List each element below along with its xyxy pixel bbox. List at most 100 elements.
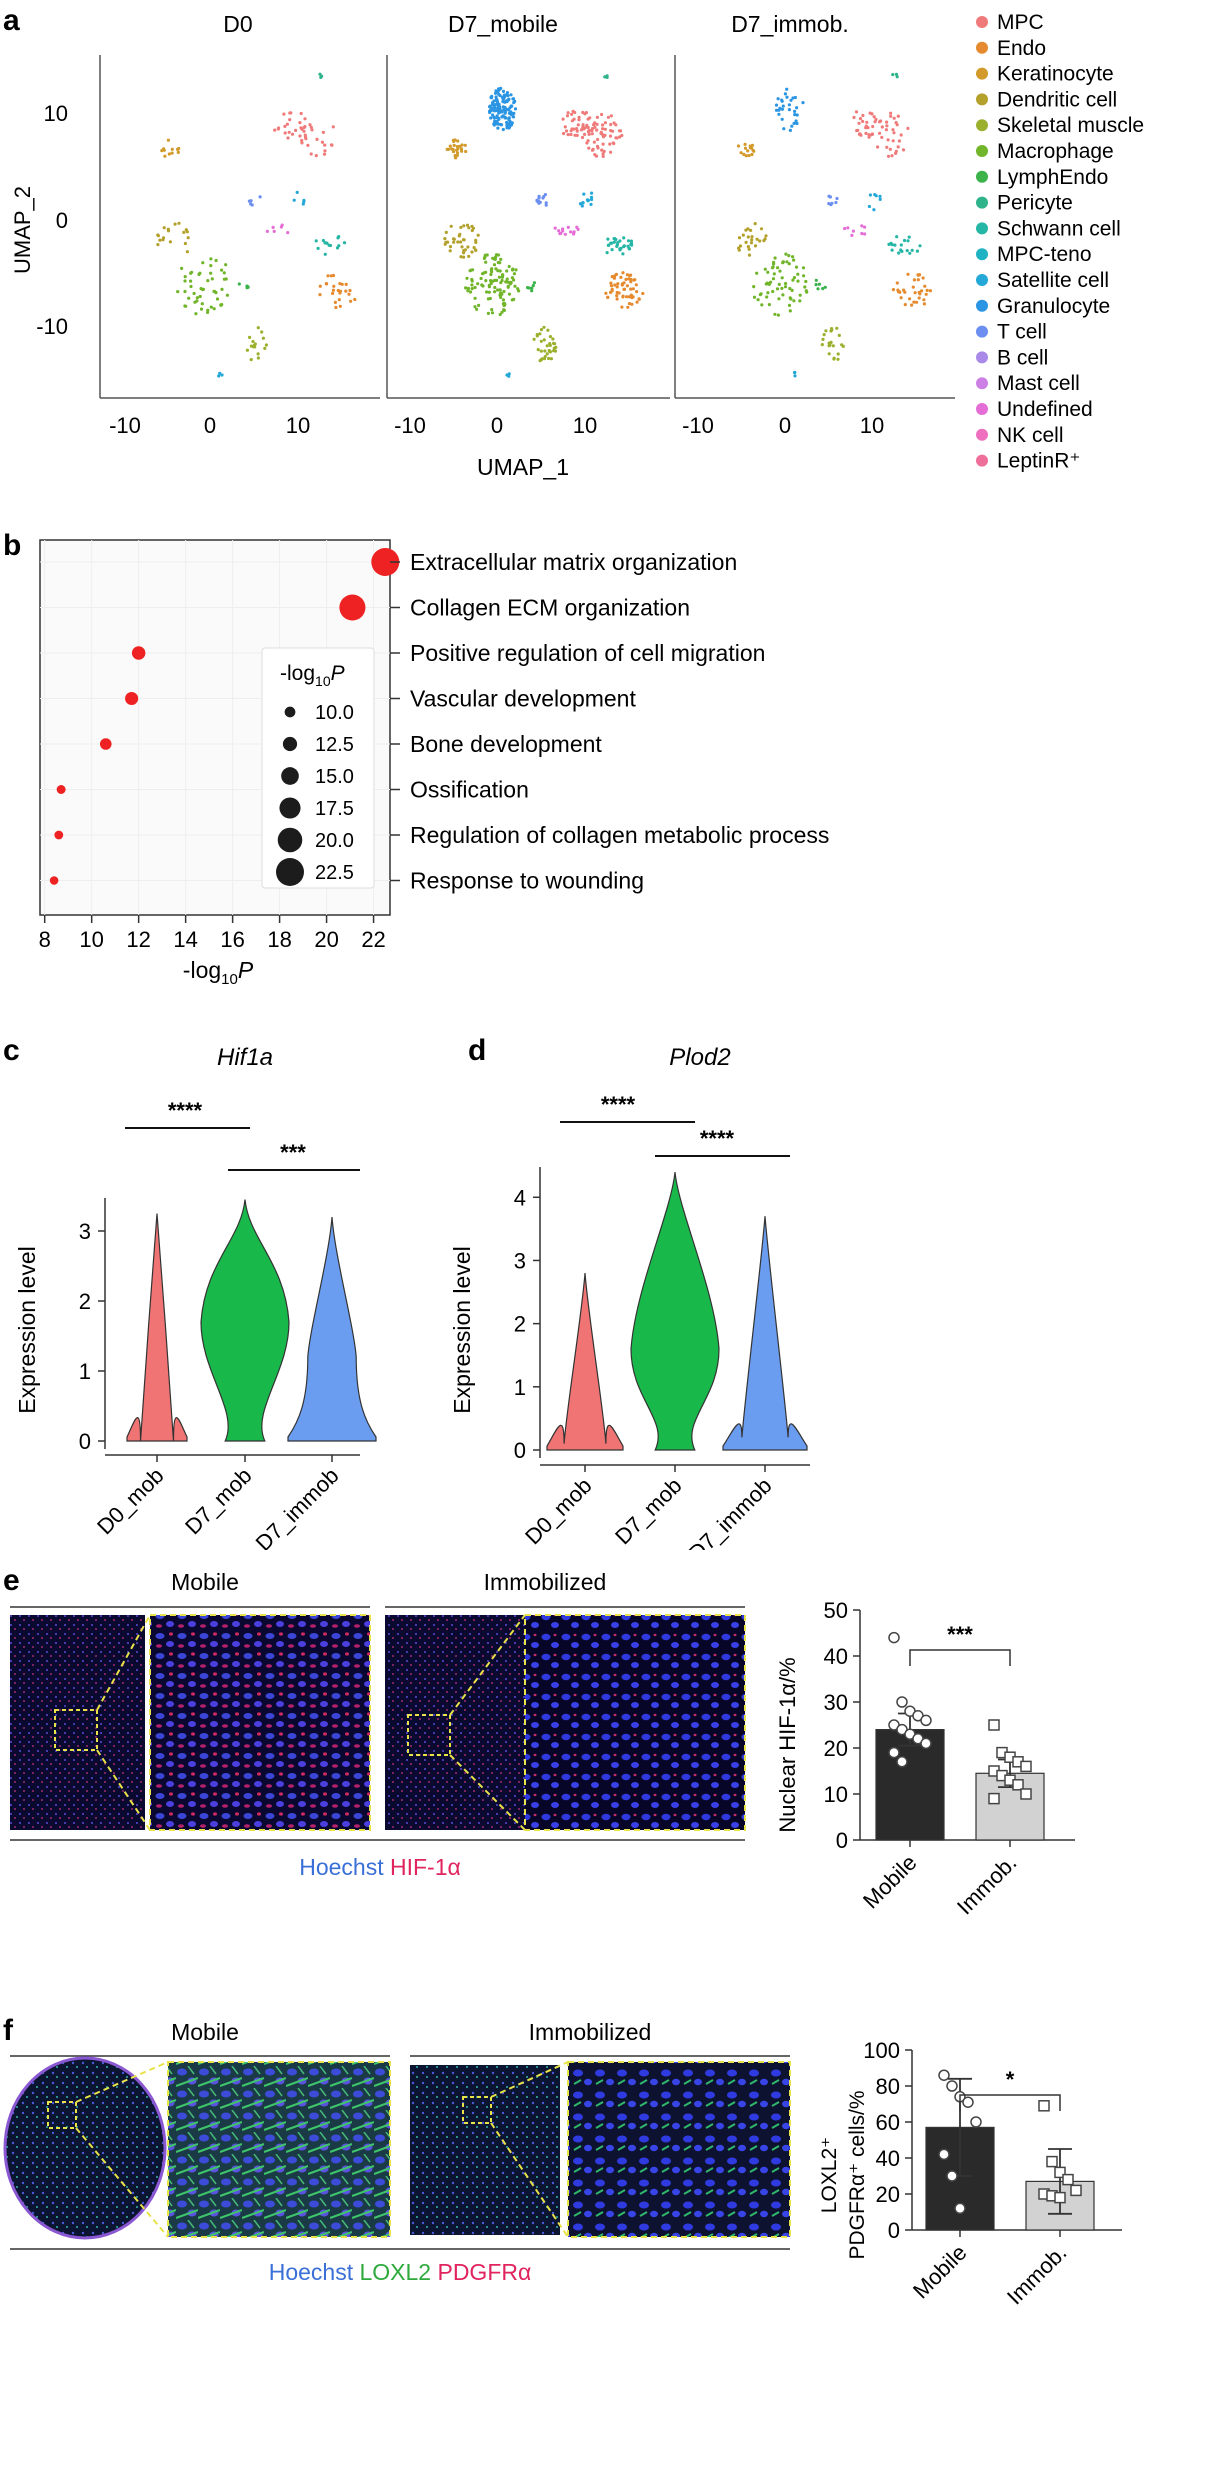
umap-cell-dot bbox=[163, 154, 167, 158]
umap-cell-dot bbox=[891, 139, 895, 143]
umap-cell-dot bbox=[499, 295, 503, 299]
umap-cell-dot bbox=[501, 273, 505, 277]
umap-cell-dot bbox=[641, 291, 645, 296]
dotplot-term-labels: Extracellular matrix organization Collage… bbox=[390, 549, 829, 894]
umap-cell-dot bbox=[880, 135, 884, 139]
umap-cell-dot bbox=[162, 226, 166, 230]
data-point bbox=[920, 1714, 932, 1727]
umap-cell-dot bbox=[530, 289, 534, 293]
umap-cell-dot bbox=[505, 120, 509, 125]
data-point bbox=[1038, 2100, 1050, 2112]
umap-cell-dot bbox=[473, 305, 477, 309]
umap-cell-dot bbox=[613, 283, 617, 287]
umap-cell-dot bbox=[210, 277, 214, 281]
bar-ytick-label: 50 bbox=[824, 1598, 848, 1623]
umap-cell-dot bbox=[886, 138, 890, 142]
umap-clusters bbox=[156, 72, 933, 378]
umap-legend-label: Mast cell bbox=[997, 372, 1080, 395]
umap-cell-dot bbox=[488, 296, 492, 301]
umap-cell-dot bbox=[298, 121, 302, 125]
umap-cell-dot bbox=[562, 131, 566, 136]
umap-cell-dot bbox=[501, 89, 506, 93]
data-point bbox=[970, 2116, 982, 2128]
umap-legend-swatch bbox=[976, 351, 988, 364]
micrograph-immobilized-zoom bbox=[567, 2061, 791, 2238]
umap-cell-dot bbox=[910, 303, 914, 307]
umap-cell-dot bbox=[475, 307, 479, 311]
umap-cell-dot bbox=[490, 308, 494, 312]
umap-cell-dot bbox=[212, 307, 216, 311]
umap-cell-dot bbox=[891, 73, 895, 77]
umap-legend-swatch bbox=[976, 248, 988, 261]
umap-cell-dot bbox=[601, 142, 605, 146]
bar-ytick-label: 20 bbox=[876, 2182, 900, 2207]
umap-cell-dot bbox=[209, 271, 213, 275]
umap-xtick: 10 bbox=[573, 413, 597, 438]
dotplot-legend-dot bbox=[282, 736, 298, 752]
umap-cell-dot bbox=[265, 229, 269, 233]
umap-cell-dot bbox=[772, 260, 776, 264]
data-point bbox=[896, 1756, 908, 1768]
umap-legend-swatch bbox=[976, 196, 988, 209]
umap-cell-dot bbox=[455, 148, 459, 152]
umap-cell-dot bbox=[626, 239, 631, 243]
umap-cell-dot bbox=[320, 140, 324, 144]
umap-cell-dot bbox=[619, 275, 623, 279]
umap-cell-dot bbox=[323, 252, 327, 256]
umap-legend-swatch bbox=[976, 145, 988, 157]
umap-xlabel: UMAP_1 bbox=[477, 454, 569, 480]
umap-xtick: 10 bbox=[860, 413, 884, 438]
violin-ytick-label: 3 bbox=[514, 1248, 526, 1273]
umap-cell-dot bbox=[792, 121, 796, 125]
umap-cell-dot bbox=[615, 136, 619, 140]
bar-ytick-label: 80 bbox=[876, 2074, 900, 2099]
umap-cell-dot bbox=[546, 328, 550, 332]
panel-a-label: a bbox=[3, 4, 20, 37]
umap-cell-dot bbox=[737, 236, 742, 240]
umap-cell-dot bbox=[185, 250, 189, 254]
umap-cell-dot bbox=[554, 345, 558, 349]
zoom-line bbox=[490, 2122, 569, 2238]
panel-b: b Extracellular matrix organization Colla… bbox=[0, 520, 1209, 1010]
umap-cell-dot bbox=[630, 302, 634, 306]
umap-cell-dot bbox=[781, 104, 785, 108]
umap-legend-label: LymphEndo bbox=[997, 166, 1108, 189]
umap-cell-dot bbox=[622, 244, 627, 248]
umap-cell-dot bbox=[545, 352, 549, 356]
umap-cell-dot bbox=[899, 296, 903, 300]
significance-label: *** bbox=[947, 1622, 973, 1647]
umap-cell-dot bbox=[452, 240, 456, 244]
umap-cell-dot bbox=[922, 302, 927, 306]
dotplot-legend-dot bbox=[279, 797, 301, 819]
violin-c-sig-2: *** bbox=[280, 1140, 306, 1165]
bar-ytick-label: 100 bbox=[863, 2038, 900, 2063]
umap-cell-dot bbox=[771, 289, 775, 294]
bar-ytick-label: 0 bbox=[836, 1828, 848, 1853]
umap-axes bbox=[99, 55, 955, 399]
umap-cell-dot bbox=[887, 242, 891, 246]
umap-cell-dot bbox=[866, 126, 870, 130]
umap-cell-dot bbox=[183, 279, 187, 283]
umap-cell-dot bbox=[777, 297, 781, 301]
umap-legend-label: Dendritic cell bbox=[997, 88, 1117, 111]
umap-ylabel: UMAP_2 bbox=[10, 186, 35, 274]
umap-cell-dot bbox=[796, 279, 800, 283]
umap-cell-dot bbox=[249, 202, 253, 206]
umap-cell-dot bbox=[448, 249, 452, 253]
umap-cell-dot bbox=[777, 282, 781, 286]
umap-cell-dot bbox=[283, 124, 287, 128]
umap-cell-dot bbox=[782, 127, 786, 131]
umap-cell-dot bbox=[496, 288, 500, 292]
umap-cell-dot bbox=[743, 146, 748, 150]
umap-cell-dot bbox=[302, 129, 306, 133]
umap-cell-dot bbox=[582, 127, 586, 131]
umap-cell-dot bbox=[476, 282, 480, 286]
data-point bbox=[946, 2170, 958, 2182]
dotplot-point bbox=[54, 830, 64, 840]
violin-shape bbox=[287, 1216, 377, 1442]
umap-cell-dot bbox=[569, 230, 573, 234]
umap-cell-dot bbox=[469, 268, 473, 272]
umap-cell-dot bbox=[610, 129, 615, 133]
umap-cell-dot bbox=[792, 276, 797, 280]
umap-cell-dot bbox=[627, 246, 631, 250]
